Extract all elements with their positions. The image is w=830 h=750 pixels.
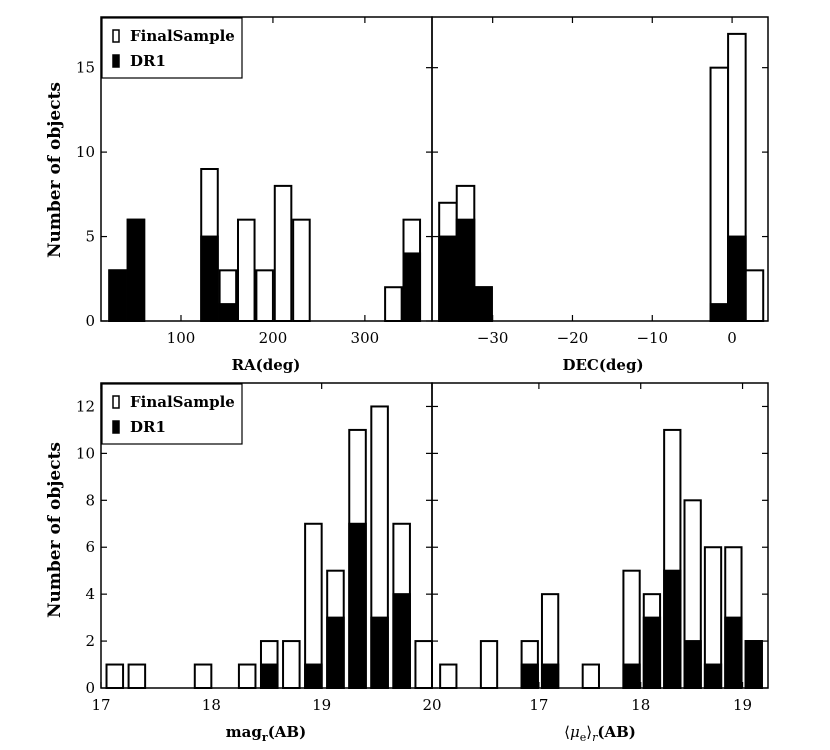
finalsample-bar-3	[709, 66, 730, 322]
x-tick-label: 300	[351, 329, 380, 347]
x-tick-label: 18	[202, 696, 221, 714]
x-axis-label-mue-close: ⟩	[586, 723, 592, 741]
x-tick-label: 17	[529, 696, 548, 714]
dr1-bar-2	[326, 616, 345, 689]
x-tick-label: 18	[631, 696, 650, 714]
finalsample-bar-5	[744, 269, 765, 323]
dr1-bar-5	[683, 640, 702, 689]
finalsample-bar-3	[237, 663, 257, 689]
finalsample-bar-11	[414, 640, 434, 689]
legend-box	[101, 383, 243, 445]
finalsample-bar-5	[282, 640, 301, 689]
dr1-bar-3	[348, 522, 367, 689]
finalsample-bar-8	[384, 286, 403, 323]
legend-swatch-dr1	[112, 54, 120, 68]
dr1-bar-3	[642, 616, 662, 689]
finalsample-bar-2	[193, 663, 213, 689]
finalsample-bar-6	[273, 184, 293, 322]
dr1-bar-1	[304, 663, 323, 689]
dr1-bar-0	[520, 663, 539, 689]
legend-label-dr1: DR1	[130, 52, 166, 70]
panel-frame	[431, 16, 769, 322]
y-tick-label: 10	[76, 444, 95, 462]
y-tick-label: 0	[85, 312, 95, 330]
dr1-bar-0	[259, 663, 279, 689]
dr1-bar-7	[724, 616, 743, 689]
y-tick-label: 10	[76, 143, 95, 161]
finalsample-bar-6	[304, 522, 323, 689]
y-tick-label: 15	[76, 59, 95, 77]
dr1-bar-3	[218, 303, 238, 323]
legend-swatch-dr1	[112, 420, 120, 434]
finalsample-bar-4	[581, 663, 600, 689]
x-tick-label: 0	[727, 329, 737, 347]
finalsample-bar-5	[255, 269, 274, 323]
x-axis-label-mue-tail: (AB)	[597, 723, 636, 741]
panel-ra: 0 5 10 15 100 200 300 FinalSample DR1	[76, 16, 433, 347]
panel-magr: 0 2 4 6 8 10 12 17 18 19 20 FinalSample DR1	[76, 382, 442, 714]
dr1-bar-1	[455, 218, 476, 323]
dr1-bar-6	[703, 663, 723, 689]
x-tick-label: 20	[422, 696, 441, 714]
x-axis-label-mue-e: e	[580, 731, 587, 744]
x-axis-label-magr: magr(AB)	[226, 723, 306, 744]
dr1-bar-2	[622, 663, 641, 689]
y-tick-label: 12	[76, 397, 95, 415]
finalsample-bar-1	[127, 663, 147, 689]
dr1-bar-4	[663, 569, 682, 690]
x-axis-label-magr-tail: (AB)	[268, 723, 307, 741]
x-axis-label-ra: RA(deg)	[232, 356, 301, 374]
x-tick-label: −20	[557, 329, 589, 347]
dr1-bar-1	[540, 663, 560, 689]
y-axis-label-top: Number of objects	[45, 82, 65, 258]
x-axis-label-magr-main: mag	[226, 723, 263, 741]
finalsample-bar-0	[439, 663, 458, 689]
finalsample-bar-7	[292, 218, 311, 323]
finalsample-bar-0	[105, 663, 125, 689]
x-tick-label: 100	[167, 329, 196, 347]
dr1-bar-4	[370, 616, 389, 689]
finalsample-bar-1	[479, 640, 499, 689]
x-axis-label-mue: ⟨μe⟩r(AB)	[564, 723, 636, 744]
x-tick-label: 19	[312, 696, 331, 714]
y-tick-label: 6	[85, 538, 95, 556]
dr1-bar-2	[473, 286, 493, 323]
legend-swatch-finalsample	[112, 395, 120, 409]
x-tick-label: 200	[259, 329, 288, 347]
dr1-bar-5	[392, 593, 411, 690]
x-tick-label: 19	[733, 696, 752, 714]
legend-label-finalsample: FinalSample	[130, 27, 235, 45]
dr1-bar-4	[402, 252, 422, 322]
dr1-bar-0	[438, 235, 458, 322]
legend-label-dr1: DR1	[130, 418, 166, 436]
y-tick-label: 0	[85, 679, 95, 697]
y-axis-label-bottom: Number of objects	[45, 442, 65, 618]
x-axis-label-mue-r: r	[592, 731, 598, 744]
x-axis-label-mue-open: ⟨	[564, 723, 570, 741]
dr1-bar-3	[709, 303, 730, 323]
dr1-bar-1	[126, 218, 146, 323]
panel-mue: 17 18 19	[431, 382, 769, 714]
x-axis-label-magr-sub: r	[262, 731, 268, 744]
x-tick-label: −30	[477, 329, 509, 347]
legend-swatch-finalsample	[112, 29, 120, 43]
dr1-bar-8	[744, 640, 763, 689]
y-tick-label: 2	[85, 632, 95, 650]
x-axis-label-mue-mu: μ	[570, 723, 580, 741]
panel-dec: −30 −20 −10 0	[431, 16, 769, 347]
finalsample-bar-4	[236, 218, 256, 323]
y-tick-label: 4	[85, 585, 95, 603]
x-tick-label: 17	[91, 696, 110, 714]
legend-label-finalsample: FinalSample	[130, 393, 235, 411]
y-tick-label: 5	[85, 228, 95, 246]
legend-box	[101, 17, 243, 79]
dr1-bar-4	[727, 235, 747, 322]
panel-frame	[431, 382, 769, 689]
y-tick-label: 8	[85, 491, 95, 509]
x-tick-label: −10	[636, 329, 668, 347]
x-axis-label-dec: DEC(deg)	[562, 356, 643, 374]
dr1-bar-2	[200, 235, 219, 322]
dr1-bar-0	[108, 269, 127, 323]
